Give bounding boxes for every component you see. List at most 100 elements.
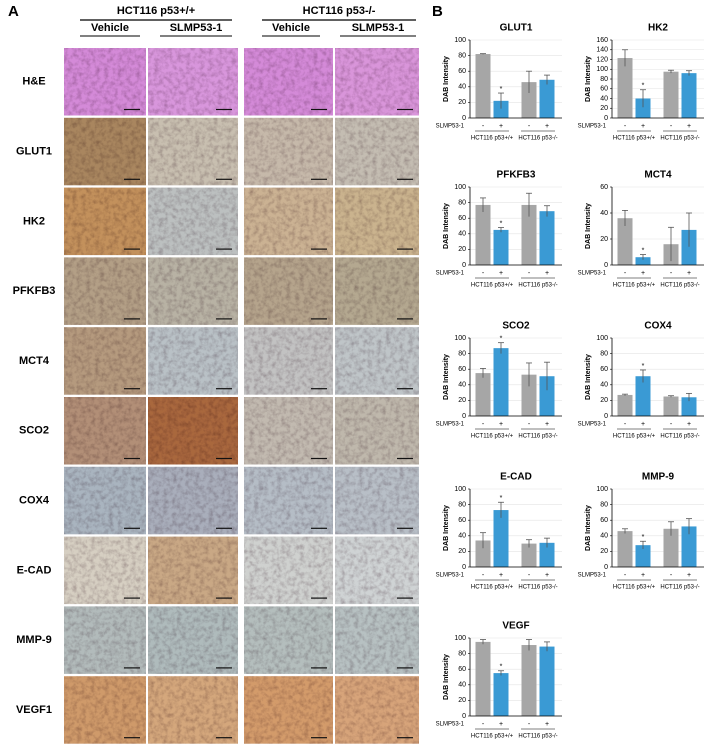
bar — [663, 71, 679, 118]
y-tick-label: 60 — [600, 184, 608, 191]
x-tick-label: + — [499, 421, 503, 428]
y-tick-label: 20 — [458, 246, 466, 253]
bar — [681, 73, 697, 118]
row-label: H&E — [22, 76, 45, 88]
histology-image — [335, 257, 419, 325]
y-tick-label: 0 — [462, 713, 466, 720]
y-tick-label: 0 — [604, 564, 608, 571]
y-tick-label: 40 — [458, 533, 466, 540]
y-tick-label: 60 — [600, 86, 608, 93]
chart-title: GLUT1 — [500, 23, 533, 34]
condition-header: SLMP53-1 — [170, 22, 223, 34]
histology-image — [148, 466, 238, 535]
histology-image — [244, 257, 333, 325]
x-tick-label: + — [687, 421, 691, 428]
row-label: MCT4 — [19, 355, 50, 367]
histology-image — [335, 327, 419, 395]
x-tick-label: + — [641, 270, 645, 277]
x-tick-label: - — [624, 123, 627, 130]
row-label: E-CAD — [17, 564, 52, 576]
histology-image — [148, 676, 238, 744]
y-tick-label: 60 — [458, 68, 466, 75]
y-tick-label: 60 — [458, 666, 466, 673]
x-tick-label: - — [528, 270, 531, 277]
row-label: GLUT1 — [16, 145, 52, 157]
chart-title: E-CAD — [500, 472, 532, 483]
y-tick-label: 20 — [600, 236, 608, 243]
group-label: HCT116 p53-/- — [660, 434, 699, 440]
group-label: HCT116 p53-/- — [660, 283, 699, 289]
y-tick-label: 100 — [596, 66, 608, 73]
bar — [681, 397, 697, 416]
histology-image — [244, 187, 333, 256]
histology-image — [64, 327, 146, 395]
group-label: HCT116 p53-/- — [518, 283, 557, 289]
y-tick-label: 100 — [454, 335, 466, 342]
histology-image — [148, 536, 238, 605]
row-label: PFKFB3 — [13, 285, 56, 297]
y-tick-label: 120 — [596, 56, 608, 63]
y-tick-label: 100 — [596, 335, 608, 342]
histology-image — [244, 536, 333, 605]
x-tick-label: + — [687, 572, 691, 579]
y-tick-label: 60 — [458, 366, 466, 373]
histology-image — [148, 397, 238, 465]
bar — [493, 229, 509, 265]
bar — [539, 79, 555, 118]
chart-title: MCT4 — [644, 170, 672, 181]
bar — [681, 526, 697, 567]
bar — [617, 394, 633, 416]
bar — [521, 645, 537, 716]
histology-image — [148, 327, 238, 395]
condition-header: Vehicle — [91, 22, 129, 34]
group-label: HCT116 p53-/- — [518, 734, 557, 740]
x-axis-label: SLMP53-1 — [436, 271, 465, 277]
y-tick-label: 0 — [604, 413, 608, 420]
bar — [663, 396, 679, 416]
histology-image — [335, 466, 419, 535]
y-tick-label: 0 — [462, 413, 466, 420]
histology-image — [64, 397, 146, 465]
y-axis-label: DAB Intensity — [585, 203, 592, 249]
histology-image — [244, 676, 333, 744]
group-label: HCT116 p53+/+ — [471, 734, 514, 740]
histology-image — [335, 117, 419, 186]
y-axis-label: DAB Intensity — [443, 505, 450, 551]
y-tick-label: 0 — [462, 262, 466, 269]
chart-title: VEGF — [502, 621, 529, 632]
group-label: HCT116 p53+/+ — [471, 136, 514, 142]
histology-image — [335, 676, 419, 744]
histology-image — [64, 676, 146, 744]
histology-image — [64, 187, 146, 256]
x-tick-label: + — [545, 572, 549, 579]
group-header: HCT116 p53+/+ — [117, 5, 195, 17]
x-axis-label: SLMP53-1 — [436, 422, 465, 428]
x-tick-label: + — [641, 123, 645, 130]
x-tick-label: - — [624, 572, 627, 579]
chart-title: MMP-9 — [642, 472, 675, 483]
y-tick-label: 80 — [458, 52, 466, 59]
y-axis-label: DAB Intensity — [585, 354, 592, 400]
y-tick-label: 0 — [604, 262, 608, 269]
bar — [663, 528, 679, 567]
x-tick-label: - — [528, 421, 531, 428]
y-tick-label: 100 — [454, 184, 466, 191]
x-tick-label: - — [528, 123, 531, 130]
y-tick-label: 60 — [458, 517, 466, 524]
y-tick-label: 40 — [600, 210, 608, 217]
y-axis-label: DAB Intensity — [443, 654, 450, 700]
bar — [493, 348, 509, 416]
group-label: HCT116 p53-/- — [660, 136, 699, 142]
row-label: VEGF1 — [16, 704, 52, 716]
bar — [635, 545, 651, 567]
x-tick-label: - — [482, 721, 485, 728]
histology-image — [64, 536, 146, 605]
chart-title: HK2 — [648, 23, 668, 34]
histology-image — [335, 397, 419, 465]
x-tick-label: + — [687, 270, 691, 277]
significance-mark: * — [642, 247, 645, 254]
histology-image — [335, 187, 419, 256]
bar — [493, 100, 509, 118]
y-tick-label: 20 — [458, 697, 466, 704]
histology-image — [244, 466, 333, 535]
